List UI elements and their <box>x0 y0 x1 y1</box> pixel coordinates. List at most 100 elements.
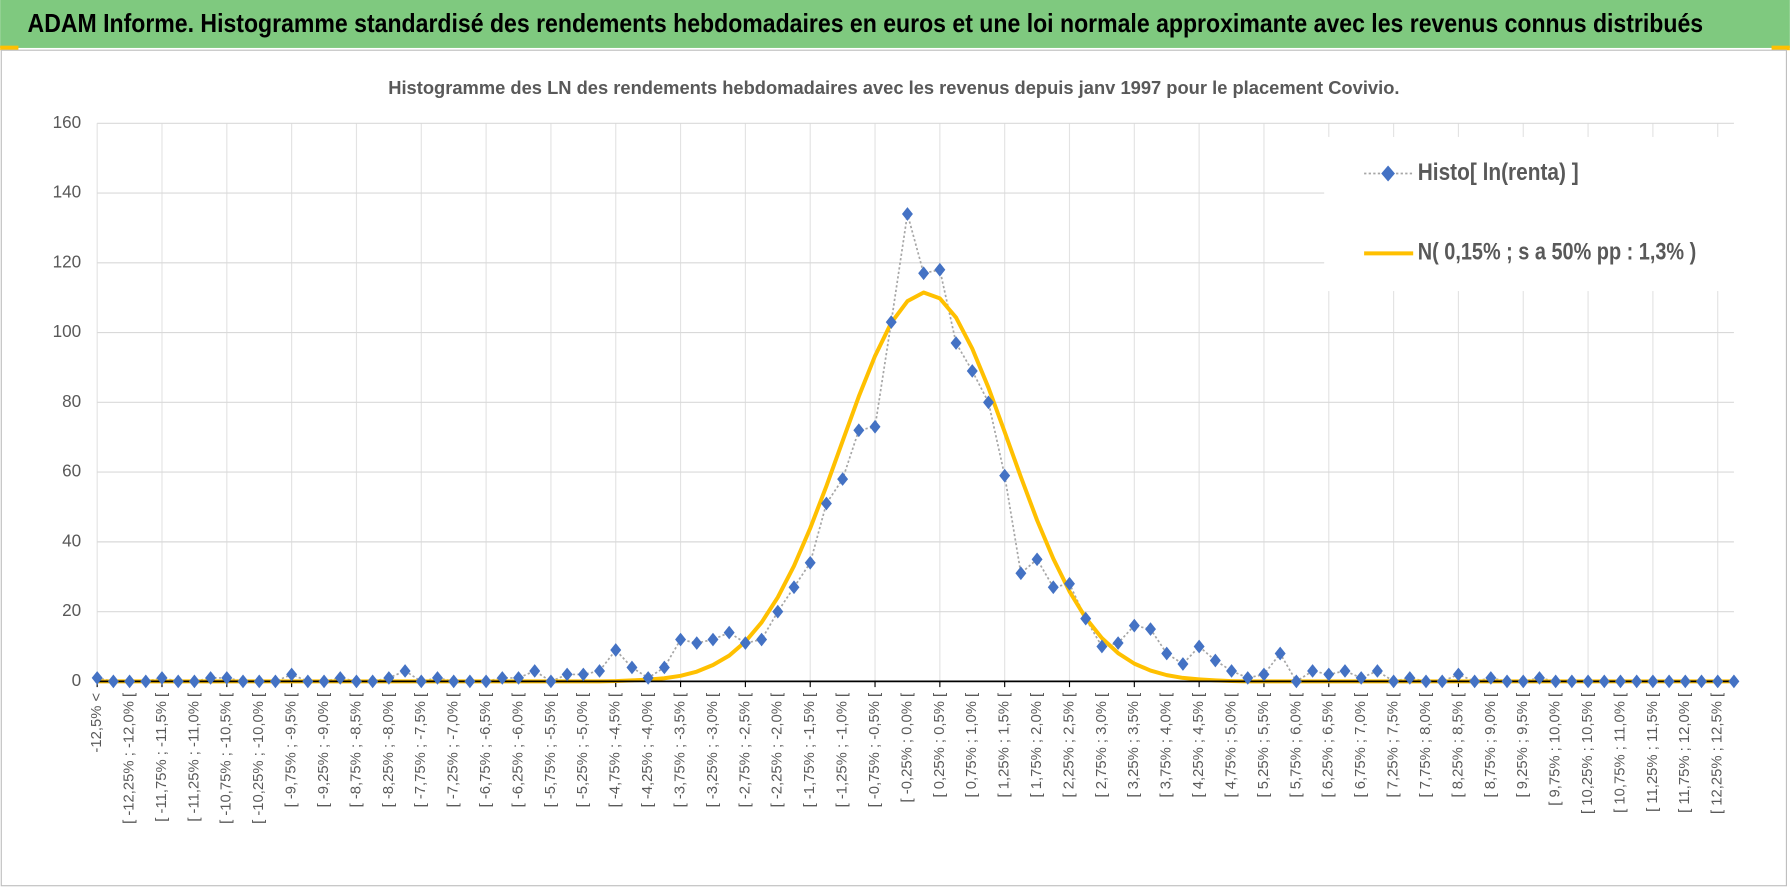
series-line <box>96 213 1734 683</box>
point <box>1209 653 1221 668</box>
point <box>804 555 816 570</box>
point <box>1274 646 1286 661</box>
point <box>1550 674 1562 689</box>
corner-mark <box>1771 45 1790 51</box>
x-tick-label: [ -1,25% ; -1,0% [ <box>835 693 851 808</box>
y-tick-label: 40 <box>62 531 81 550</box>
x-tick-label: [ -11,25% ; -11,0% [ <box>186 693 202 822</box>
point <box>1355 671 1367 685</box>
x-tick-label: [ 9,25% ; 9,5% [ <box>1515 693 1531 798</box>
point <box>91 671 103 685</box>
x-tick-label: [ -6,25% ; -6,0% [ <box>510 693 526 808</box>
x-tick-label: [ -5,75% ; -5,5% [ <box>543 693 559 808</box>
x-tick-label: [ 6,25% ; 6,5% [ <box>1321 693 1337 798</box>
point <box>950 336 962 350</box>
x-tick-label: [ 1,25% ; 1,5% [ <box>997 693 1013 798</box>
x-tick-label: [ 3,75% ; 4,0% [ <box>1159 693 1175 798</box>
point <box>318 674 330 689</box>
point <box>999 468 1011 483</box>
x-tick-label: [ -4,75% ; -4,5% [ <box>608 693 624 808</box>
x-tick-label: [ -2,75% ; -2,5% [ <box>737 693 753 808</box>
point <box>772 604 784 619</box>
x-tick-label: [ 3,25% ; 3,5% [ <box>1126 693 1142 798</box>
y-tick-label: 0 <box>72 671 82 690</box>
y-tick-label: 120 <box>53 252 82 271</box>
point <box>140 674 152 689</box>
x-tick-label: [ 10,25% ; 10,5% [ <box>1580 693 1596 814</box>
point <box>1533 671 1545 685</box>
x-tick-label: [ 5,25% ; 5,5% [ <box>1256 693 1272 798</box>
point <box>367 674 379 689</box>
x-tick-label: [ 8,25% ; 8,5% [ <box>1450 693 1466 798</box>
x-tick-label: [ -1,75% ; -1,5% [ <box>802 693 818 808</box>
point <box>253 674 265 689</box>
y-tick-label: 140 <box>53 183 82 202</box>
point <box>739 636 751 650</box>
point <box>642 671 654 685</box>
point <box>1015 566 1027 581</box>
point <box>918 266 930 281</box>
point <box>237 674 249 689</box>
legend-label: Histo[ ln(renta) ] <box>1418 159 1579 186</box>
point <box>1161 646 1173 661</box>
point <box>1501 674 1513 689</box>
point <box>1047 580 1059 595</box>
point <box>221 671 233 685</box>
point <box>691 636 703 650</box>
point <box>205 671 217 685</box>
y-tick-label: 60 <box>62 462 81 481</box>
point <box>350 674 362 689</box>
x-tick-label: [ 11,25% ; 11,5% [ <box>1645 693 1661 812</box>
point <box>124 674 136 689</box>
x-tick-label: [ 12,25% ; 12,5% [ <box>1710 693 1726 814</box>
point <box>1631 674 1643 689</box>
point <box>302 674 314 689</box>
x-tick-label: -12,5% < <box>89 693 105 753</box>
point <box>707 632 719 647</box>
point <box>107 674 119 689</box>
x-tick-label: [ 4,25% ; 4,5% [ <box>1191 693 1207 798</box>
x-tick-label: [ -10,25% ; -10,0% [ <box>251 693 267 824</box>
x-tick-label: [ -3,25% ; -3,0% [ <box>705 693 721 808</box>
x-tick-label: [ -3,75% ; -3,5% [ <box>672 693 688 808</box>
point <box>1436 674 1448 689</box>
x-tick-label: [ -0,25% ; 0,0% [ <box>899 693 915 803</box>
x-tick-label: [ 6,75% ; 7,0% [ <box>1353 693 1369 798</box>
point <box>1679 674 1691 689</box>
legend-box <box>1324 136 1736 292</box>
chart-title: Histogramme des LN des rendements hebdom… <box>388 77 1399 98</box>
point <box>1712 674 1724 689</box>
point <box>1485 671 1497 685</box>
point <box>723 625 735 640</box>
point <box>1193 639 1205 654</box>
point <box>156 671 168 685</box>
x-tick-label: [ 0,25% ; 0,5% [ <box>932 693 948 798</box>
point <box>675 632 687 647</box>
point <box>188 674 200 689</box>
point <box>869 419 881 434</box>
chart-border <box>0 49 1787 887</box>
point <box>545 674 557 689</box>
x-tick-label: [ -0,75% ; -0,5% [ <box>867 693 883 808</box>
x-tick-label: [ 5,75% ; 6,0% [ <box>1288 693 1304 798</box>
x-tick-label: [ 0,75% ; 1,0% [ <box>964 693 980 798</box>
point <box>448 674 460 689</box>
corner-mark <box>0 45 19 51</box>
point <box>853 423 865 438</box>
x-tick-label: [ 8,75% ; 9,0% [ <box>1483 693 1499 798</box>
point <box>1404 671 1416 685</box>
point <box>1064 576 1075 591</box>
point <box>383 671 395 685</box>
title-bar <box>0 0 1790 48</box>
point <box>415 674 427 689</box>
x-tick-label: [ 11,75% ; 12,0% [ <box>1677 693 1693 813</box>
y-tick-label: 20 <box>62 601 81 620</box>
legend-marker <box>1381 165 1395 182</box>
point <box>1598 674 1610 689</box>
point <box>966 364 978 378</box>
x-tick-label: [ -7,25% ; -7,0% [ <box>446 693 462 808</box>
point <box>334 671 346 685</box>
y-tick-label: 160 <box>53 113 82 132</box>
page-title: ADAM Informe. Histogramme standardisé de… <box>28 8 1704 38</box>
